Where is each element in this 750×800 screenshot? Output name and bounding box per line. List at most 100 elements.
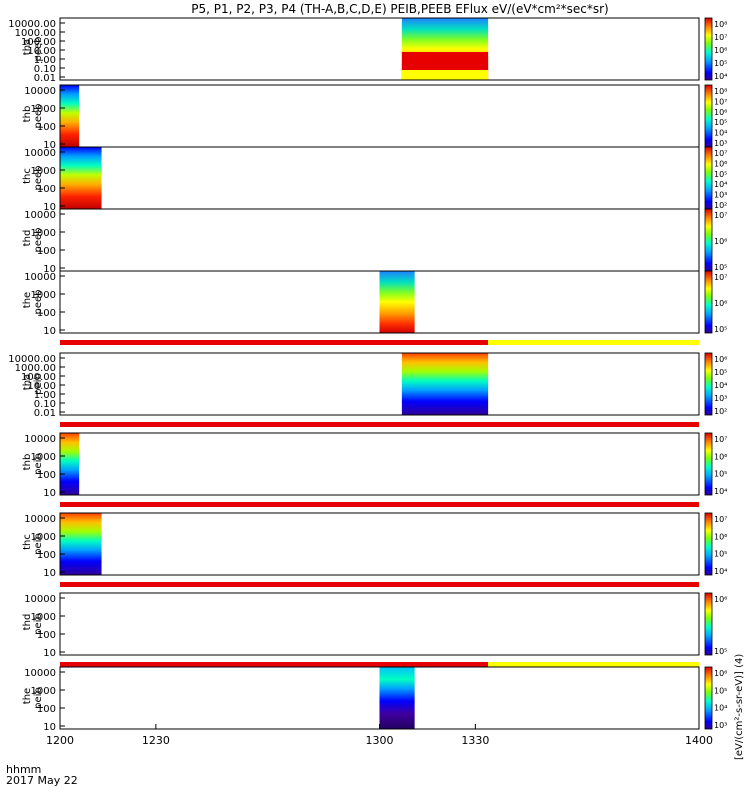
panel-ylabel-probe: thb bbox=[22, 106, 33, 123]
x-tick-label: 1330 bbox=[461, 734, 489, 747]
colorbar-tick-label: 10⁴ bbox=[714, 72, 727, 81]
panel-ylabel-probe: tha bbox=[22, 374, 33, 390]
y-tick-label: 10 bbox=[43, 648, 56, 659]
colorbar-tick-label: 10⁵ bbox=[714, 118, 727, 127]
y-tick-label: 100 bbox=[37, 470, 56, 481]
colorbar bbox=[704, 84, 713, 148]
colorbar-tick-label: 10⁴ bbox=[714, 567, 727, 576]
colorbar-tick-label: 10⁶ bbox=[714, 532, 727, 541]
status-bar-yellow bbox=[488, 340, 699, 345]
y-tick-label: 10000 bbox=[24, 434, 56, 445]
panel-ylabel-product: peeb bbox=[33, 290, 44, 315]
panel-frame bbox=[59, 270, 700, 334]
figure-title: P5, P1, P2, P3, P4 (TH-A,B,C,D,E) PEIB,P… bbox=[191, 2, 608, 16]
y-tick-label: 100.00 bbox=[21, 372, 56, 383]
status-bar-yellow bbox=[488, 662, 699, 667]
colorbar-tick-label: 10³ bbox=[714, 191, 727, 200]
panel-ylabel-product: peib bbox=[33, 453, 44, 475]
spectrogram-block bbox=[60, 433, 80, 495]
y-tick-label: 10 bbox=[43, 264, 56, 275]
colorbar-tick-label: 10⁶ bbox=[714, 237, 727, 246]
panel-9: thd peib 10000 1000 100 10 10⁶ 10⁵ bbox=[22, 592, 727, 667]
spectrogram-block-mid bbox=[401, 52, 489, 70]
colorbar-tick-label: 10⁵ bbox=[714, 263, 727, 272]
panel-ylabel-probe: thc bbox=[22, 168, 33, 184]
panel-ylabel-probe: thd bbox=[22, 614, 33, 631]
colorbar-tick-label: 10⁷ bbox=[714, 273, 727, 282]
panel-frame bbox=[59, 17, 700, 81]
panel-ylabel-probe: tha bbox=[22, 39, 33, 55]
panel-5: the peeb 10000 1000 100 10 10⁷ 10⁶ 10⁵ bbox=[22, 270, 727, 345]
y-tick-label: 10000 bbox=[24, 272, 56, 283]
y-tick-label: 1000.00 bbox=[15, 363, 56, 374]
colorbar-tick-label: 10⁵ bbox=[714, 59, 727, 68]
colorbar-tick-label: 10² bbox=[714, 407, 727, 416]
y-tick-label: 1000 bbox=[31, 612, 56, 623]
colorbar-tick-label: 10⁷ bbox=[714, 515, 727, 524]
y-tick-label: 10000.00 bbox=[8, 354, 56, 365]
y-tick-label: 10000 bbox=[24, 668, 56, 679]
panel-ylabel-product: peeb bbox=[33, 166, 44, 191]
status-bar-red bbox=[60, 582, 699, 587]
colorbar-tick-label: 10⁶ bbox=[714, 108, 727, 117]
y-tick-label: 0.10 bbox=[34, 64, 56, 75]
colorbar bbox=[704, 208, 713, 272]
y-tick-label: 100 bbox=[37, 704, 56, 715]
colorbar-tick-label: 10⁶ bbox=[714, 355, 727, 364]
time-axis-ticks: 1200 1230 1300 1330 1400 bbox=[46, 724, 713, 747]
spectrogram-block-low bbox=[401, 70, 489, 80]
panel-1: tha peeb 10000.001000.00100.0010.001.000.1… bbox=[8, 17, 727, 84]
colorbar-tick-label: 10⁵ bbox=[714, 647, 727, 656]
y-tick-label: 1.00 bbox=[34, 390, 56, 401]
colorbar-tick-label: 10⁷ bbox=[714, 97, 727, 106]
colorbar-tick-label: 10⁶ bbox=[714, 159, 727, 168]
y-tick-label: 10000 bbox=[24, 210, 56, 221]
colorbar-tick-label: 10³ bbox=[714, 394, 727, 403]
colorbar-tick-label: 10⁴ bbox=[714, 180, 727, 189]
colorbar-tick-label: 10⁶ bbox=[714, 299, 727, 308]
spectrogram-block bbox=[60, 85, 80, 147]
status-bar-red bbox=[60, 422, 699, 427]
y-tick-label: 1000 bbox=[31, 166, 56, 177]
colorbar-tick-label: 10⁶ bbox=[714, 452, 727, 461]
panel-ylabel-product: peeb bbox=[33, 228, 44, 253]
colorbar-tick-label: 10⁴ bbox=[714, 381, 727, 390]
y-tick-label: 1000 bbox=[31, 452, 56, 463]
colorbar-tick-label: 10⁷ bbox=[714, 435, 727, 444]
y-tick-label: 10 bbox=[43, 326, 56, 337]
y-tick-label: 10 bbox=[43, 140, 56, 151]
panel-ylabel-product: peib bbox=[33, 373, 44, 395]
colorbar bbox=[704, 666, 713, 730]
y-tick-label: 100 bbox=[37, 550, 56, 561]
colorbar-tick-label: 10⁷ bbox=[714, 211, 727, 220]
y-tick-label: 100.00 bbox=[21, 37, 56, 48]
y-tick-label: 100 bbox=[37, 308, 56, 319]
y-tick-label: 10 bbox=[43, 722, 56, 733]
y-tick-label: 10000 bbox=[24, 86, 56, 97]
y-tick-label: 1000.00 bbox=[15, 28, 56, 39]
panel-8: thc peib 10000 1000 100 10 10⁷ 10⁶ 10⁵ 10⁴ bbox=[22, 512, 727, 587]
y-tick-label: 10.00 bbox=[27, 381, 56, 392]
y-tick-label: 10 bbox=[43, 202, 56, 213]
colorbar-tick-label: 10⁴ bbox=[714, 487, 727, 496]
colorbar-tick-label: 10⁵ bbox=[714, 686, 727, 695]
spectrogram-block bbox=[60, 513, 102, 575]
colorbar-tick-label: 10⁵ bbox=[714, 325, 727, 334]
y-tick-label: 10 bbox=[43, 568, 56, 579]
colorbar-tick-label: 10⁸ bbox=[714, 20, 727, 29]
colorbar bbox=[704, 352, 713, 416]
panel-frame bbox=[59, 352, 700, 416]
colorbar-tick-label: 10⁴ bbox=[714, 129, 727, 138]
panel-7: thb peib 10000 1000 100 10 10⁷ 10⁶ 10⁵ 10⁴ bbox=[22, 432, 727, 507]
y-tick-label: 10.00 bbox=[27, 46, 56, 57]
x-tick-label: 1300 bbox=[366, 734, 394, 747]
panel-frame bbox=[59, 208, 700, 272]
colorbar-tick-label: 10⁸ bbox=[714, 87, 727, 96]
time-axis-label: hhmm bbox=[6, 763, 41, 776]
colorbar-tick-label: 10⁶ bbox=[714, 46, 727, 55]
panel-ylabel-product: peeb bbox=[33, 104, 44, 129]
colorbar bbox=[704, 270, 713, 334]
